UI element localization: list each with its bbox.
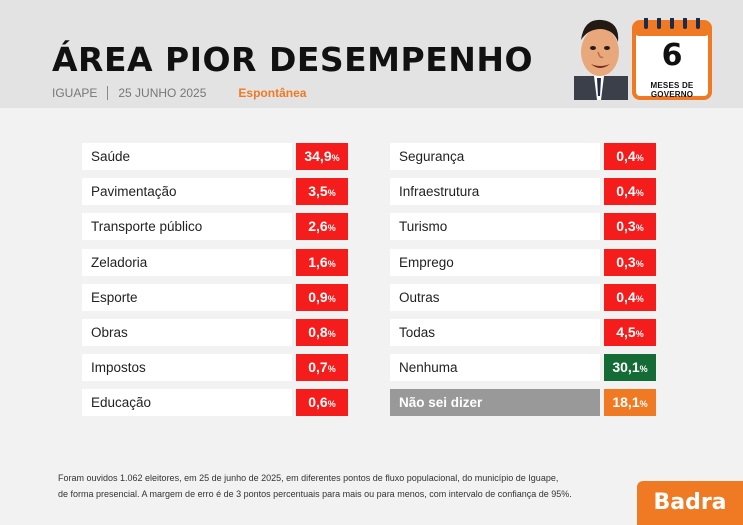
result-label: Não sei dizer <box>390 389 600 416</box>
city-label: IGUAPE <box>52 86 98 100</box>
result-value: 0,7% <box>296 354 348 381</box>
result-value-unit: % <box>327 259 336 269</box>
result-value-number: 0,4 <box>616 289 636 305</box>
result-label: Saúde <box>82 143 292 170</box>
result-row: Outras 0,4% <box>390 284 658 311</box>
result-label: Todas <box>390 319 600 346</box>
result-label: Outras <box>390 284 600 311</box>
result-value-unit: % <box>635 294 644 304</box>
result-value-unit: % <box>327 223 336 233</box>
result-value-unit: % <box>327 364 336 374</box>
result-row: Turismo 0,3% <box>390 213 658 240</box>
result-value-unit: % <box>635 329 644 339</box>
result-row: Educação 0,6% <box>82 389 350 416</box>
result-value-unit: % <box>635 223 644 233</box>
result-value-number: 0,9 <box>308 289 328 305</box>
result-row: Não sei dizer 18,1% <box>390 389 658 416</box>
methodology-line-1: Foram ouvidos 1.062 eleitores, em 25 de … <box>58 473 559 483</box>
result-value: 0,9% <box>296 284 348 311</box>
result-value-number: 0,4 <box>616 148 636 164</box>
brand-logo: Badra <box>637 481 743 525</box>
result-value-number: 30,1 <box>612 359 640 375</box>
result-value-unit: % <box>635 153 644 163</box>
result-value-number: 0,4 <box>616 183 636 199</box>
subtitle-line: IGUAPE 25 JUNHO 2025 Espontânea <box>52 86 306 100</box>
result-value: 0,4% <box>604 178 656 205</box>
result-value-unit: % <box>639 364 648 374</box>
result-value-number: 1,6 <box>308 254 328 270</box>
calendar-label: MESES DE GOVERNO <box>650 81 694 99</box>
result-value-unit: % <box>327 294 336 304</box>
result-value-number: 0,6 <box>308 394 328 410</box>
calendar-icon <box>632 18 712 100</box>
result-value: 3,5% <box>296 178 348 205</box>
result-label: Infraestrutura <box>390 178 600 205</box>
result-value-unit: % <box>327 188 336 198</box>
survey-type-label: Espontânea <box>238 86 307 100</box>
result-value: 0,6% <box>296 389 348 416</box>
result-value: 30,1% <box>604 354 656 381</box>
result-label: Transporte público <box>82 213 292 240</box>
result-value-unit: % <box>327 399 336 409</box>
result-row: Esporte 0,9% <box>82 284 350 311</box>
methodology-note: Foram ouvidos 1.062 eleitores, em 25 de … <box>58 470 572 502</box>
result-row: Segurança 0,4% <box>390 143 658 170</box>
result-value-number: 4,5 <box>616 324 636 340</box>
result-value-unit: % <box>635 188 644 198</box>
result-label: Impostos <box>82 354 292 381</box>
subtitle-divider <box>107 86 109 100</box>
result-value: 0,3% <box>604 249 656 276</box>
result-value-number: 2,6 <box>308 218 328 234</box>
result-value-number: 18,1 <box>612 394 640 410</box>
result-value: 0,4% <box>604 143 656 170</box>
calendar-number: 6 <box>661 38 683 73</box>
result-value-unit: % <box>639 399 648 409</box>
result-value-unit: % <box>331 153 340 163</box>
result-value: 34,9% <box>296 143 348 170</box>
result-value: 0,8% <box>296 319 348 346</box>
result-value-unit: % <box>327 329 336 339</box>
result-value-number: 0,7 <box>308 359 328 375</box>
result-value: 2,6% <box>296 213 348 240</box>
methodology-line-2: de forma presencial. A margem de erro é … <box>58 489 572 499</box>
result-label: Obras <box>82 319 292 346</box>
result-label: Educação <box>82 389 292 416</box>
result-value-number: 34,9 <box>304 148 332 164</box>
result-row: Nenhuma 30,1% <box>390 354 658 381</box>
result-row: Transporte público 2,6% <box>82 213 350 240</box>
result-row: Pavimentação 3,5% <box>82 178 350 205</box>
result-row: Saúde 34,9% <box>82 143 350 170</box>
result-label: Pavimentação <box>82 178 292 205</box>
result-value: 18,1% <box>604 389 656 416</box>
result-row: Impostos 0,7% <box>82 354 350 381</box>
result-row: Todas 4,5% <box>390 319 658 346</box>
result-value-number: 0,3 <box>616 218 636 234</box>
result-label: Segurança <box>390 143 600 170</box>
result-value-number: 3,5 <box>308 183 328 199</box>
result-label: Esporte <box>82 284 292 311</box>
page-title: ÁREA PIOR DESEMPENHO <box>52 40 534 79</box>
date-label: 25 JUNHO 2025 <box>118 86 207 100</box>
result-label: Emprego <box>390 249 600 276</box>
result-label: Turismo <box>390 213 600 240</box>
result-row: Emprego 0,3% <box>390 249 658 276</box>
result-value-number: 0,8 <box>308 324 328 340</box>
result-value: 4,5% <box>604 319 656 346</box>
result-value: 0,4% <box>604 284 656 311</box>
result-row: Infraestrutura 0,4% <box>390 178 658 205</box>
result-value: 1,6% <box>296 249 348 276</box>
mayor-caricature-icon <box>574 19 628 100</box>
result-label: Zeladoria <box>82 249 292 276</box>
result-row: Zeladoria 1,6% <box>82 249 350 276</box>
result-label: Nenhuma <box>390 354 600 381</box>
result-value-unit: % <box>635 259 644 269</box>
result-value: 0,3% <box>604 213 656 240</box>
result-value-number: 0,3 <box>616 254 636 270</box>
result-row: Obras 0,8% <box>82 319 350 346</box>
